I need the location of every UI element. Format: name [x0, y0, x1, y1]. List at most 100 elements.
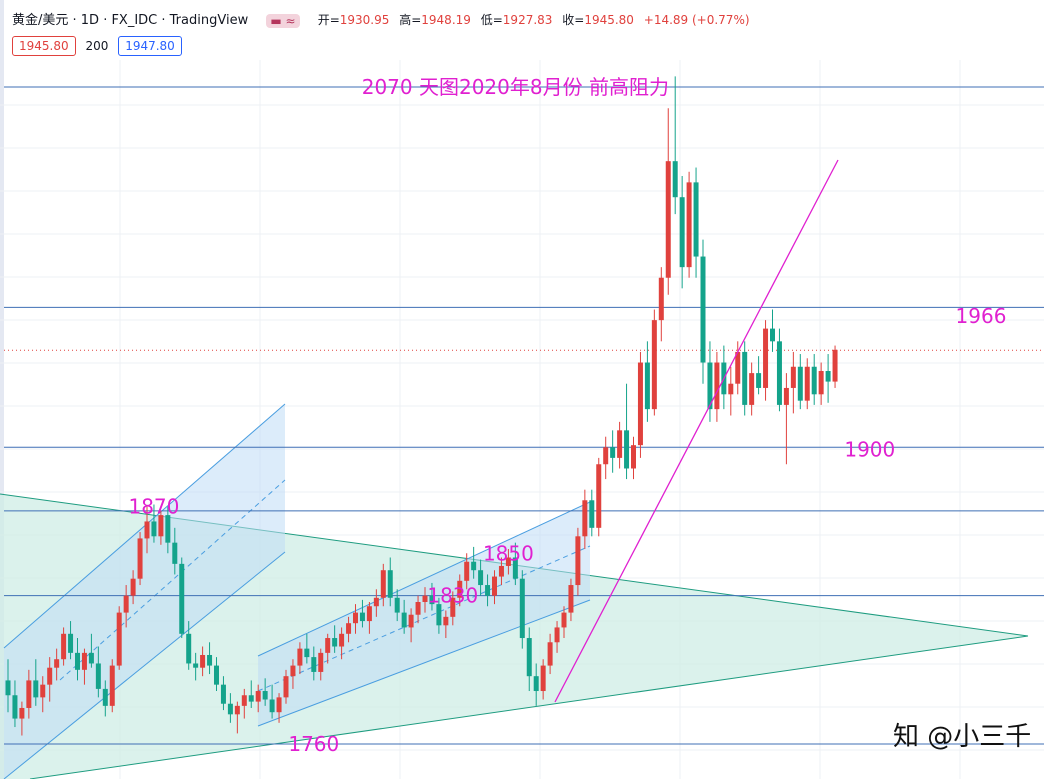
candle-body [770, 328, 775, 342]
candle-body [207, 654, 213, 666]
candle-body [269, 699, 275, 713]
candle-body [457, 580, 463, 598]
candle-body [179, 563, 185, 634]
candle-body [33, 680, 39, 698]
candle-body [214, 665, 219, 685]
candle-body [95, 663, 101, 689]
candle-body [359, 612, 365, 622]
candle-body [672, 161, 678, 198]
candle-body [714, 362, 720, 410]
candle-body [429, 595, 435, 605]
candle-body [380, 570, 386, 598]
watermark: 知 @小三千 [893, 722, 1032, 752]
candle-body [200, 654, 206, 668]
candle-body [283, 676, 289, 698]
candle-body [693, 182, 699, 257]
candle-body [130, 578, 136, 596]
candle-body [144, 521, 150, 539]
candle-body [464, 561, 470, 581]
candle-body [387, 570, 393, 598]
change-value: +14.89 (+0.77%) [643, 13, 750, 27]
candle-body [505, 557, 511, 566]
annotation-label: 1966 [956, 304, 1007, 328]
parallel-channel-1 [4, 404, 285, 779]
candle-body [526, 638, 532, 677]
candle-body [394, 597, 400, 613]
candle-body [332, 638, 338, 647]
candle-body [589, 500, 595, 528]
open-value: 1930.95 [339, 13, 390, 27]
candle-body [790, 366, 796, 388]
candle-body [346, 623, 352, 634]
candle-body [749, 373, 755, 405]
candle-body [728, 383, 734, 395]
annotation-label: 1830 [427, 584, 478, 608]
candle-body [561, 612, 567, 628]
ask-price-box[interactable]: 1947.80 [118, 36, 182, 56]
candle-body [227, 703, 233, 715]
candle-body [276, 697, 282, 713]
candle-body [665, 161, 671, 278]
candle-body [818, 370, 824, 395]
candle-body [478, 570, 484, 586]
candle-body [172, 542, 178, 564]
candle-body [498, 565, 504, 577]
candle-body [415, 602, 421, 615]
candle-body [61, 633, 67, 660]
bid-price-box[interactable]: 1945.80 [12, 36, 76, 56]
channel-2-upper [257, 501, 591, 657]
candle-body [401, 612, 407, 628]
candle-body [825, 370, 831, 382]
trend-line [554, 159, 839, 703]
candle-body [637, 362, 643, 446]
candle-body [304, 648, 310, 658]
candle-body [68, 633, 74, 653]
candle-body [610, 447, 616, 458]
candle-body [366, 606, 372, 622]
candle-body [651, 320, 657, 410]
candle-body [102, 688, 108, 706]
candle-body [75, 652, 80, 670]
candle-body [436, 604, 442, 626]
candle-body [325, 638, 331, 653]
candle-body [443, 616, 449, 626]
candle-body [353, 612, 358, 624]
candle-body [450, 597, 456, 617]
candle-body [547, 642, 553, 666]
candle-body [54, 659, 60, 668]
candle-body [81, 652, 87, 670]
candle-body [471, 561, 477, 571]
candle-body [158, 515, 164, 537]
candle-body [596, 464, 602, 528]
candle-body [686, 182, 692, 268]
candle-body [763, 328, 769, 388]
candle-body [756, 373, 762, 388]
price-boxes: 1945.80 200 1947.80 [12, 36, 188, 56]
candle-body [234, 705, 240, 715]
candle-body [12, 695, 18, 719]
candle-body [5, 680, 11, 696]
triangle-lower-line [29, 635, 1029, 779]
candle-body [512, 557, 518, 579]
ma-period: 200 [85, 39, 109, 53]
candle-body [165, 515, 171, 543]
annotation-label: 1870 [128, 495, 179, 519]
candle-body [186, 633, 192, 664]
candle-body [116, 612, 122, 666]
candle-body [318, 652, 324, 672]
candle-body [735, 351, 741, 384]
candle-body [311, 657, 317, 672]
chart-legend: 黄金/美元 · 1D · FX_IDC · TradingView ▬ ≈ 开=… [12, 9, 756, 28]
candle-body [624, 430, 630, 469]
channel-2-mid [257, 545, 591, 692]
indicator-toggle-icon[interactable]: ▬ ≈ [266, 13, 300, 28]
candle-body [575, 536, 581, 586]
candle-body [568, 585, 574, 613]
candle-body [88, 652, 94, 664]
candle-body [582, 500, 588, 537]
candle-body [700, 256, 706, 363]
candle-body [255, 691, 261, 702]
candle-body [151, 521, 157, 537]
candle-body [804, 366, 810, 401]
